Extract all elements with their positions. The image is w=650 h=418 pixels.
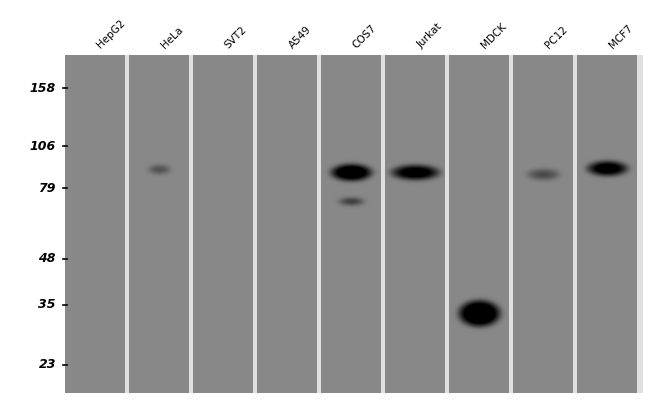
Text: Jurkat: Jurkat <box>415 21 444 50</box>
Text: COS7: COS7 <box>351 23 378 50</box>
Text: 23: 23 <box>38 359 56 372</box>
Text: 79: 79 <box>38 181 56 194</box>
Text: MCF7: MCF7 <box>607 23 634 50</box>
Text: HeLa: HeLa <box>159 24 185 50</box>
Text: 106: 106 <box>30 140 56 153</box>
Text: SVT2: SVT2 <box>223 24 249 50</box>
Text: 35: 35 <box>38 298 56 311</box>
Text: PC12: PC12 <box>543 24 569 50</box>
Text: HepG2: HepG2 <box>95 18 127 50</box>
Text: A549: A549 <box>287 24 313 50</box>
Text: MDCK: MDCK <box>479 21 508 50</box>
Text: 158: 158 <box>30 82 56 94</box>
Text: 48: 48 <box>38 252 56 265</box>
